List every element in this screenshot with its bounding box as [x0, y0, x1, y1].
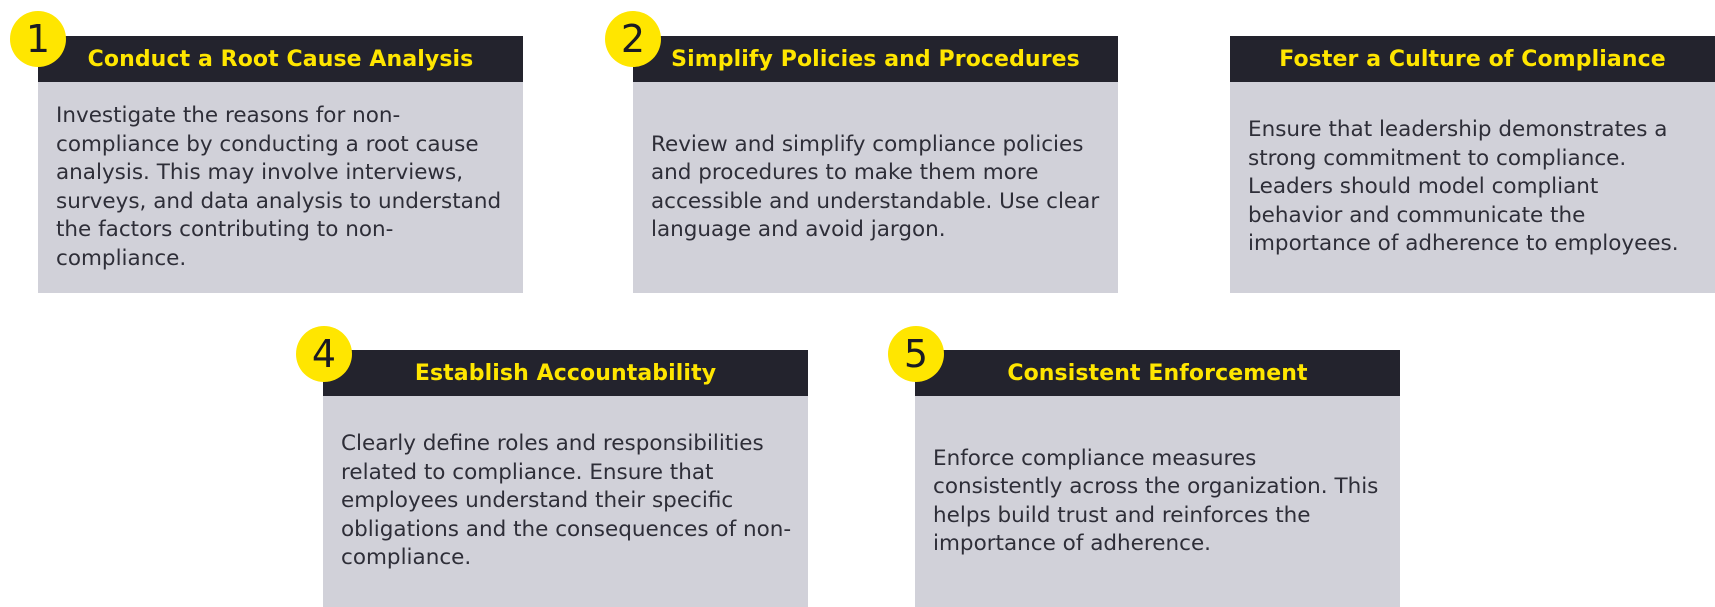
step-5-number-badge: 5 [888, 326, 944, 382]
step-4-title: Establish Accountability [323, 350, 808, 396]
step-4-text: Clearly define roles and responsibilitie… [341, 431, 792, 571]
step-2-card: Simplify Policies and Procedures Review … [633, 36, 1118, 293]
step-1-number-badge: 1 [10, 11, 66, 67]
step-5-body: Enforce compliance measures consistently… [915, 396, 1400, 607]
step-3-title: Foster a Culture of Compliance [1230, 36, 1715, 82]
step-5-text: Enforce compliance measures consistently… [933, 445, 1379, 557]
step-2-body: Review and simplify compliance policies … [633, 82, 1118, 293]
step-5-title: Consistent Enforcement [915, 350, 1400, 396]
step-3-body: Ensure that leadership demonstrates a st… [1230, 82, 1715, 293]
step-2-text: Review and simplify compliance policies … [651, 131, 1100, 243]
step-4-body: Clearly define roles and responsibilitie… [323, 396, 808, 607]
step-1-body: Investigate the reasons for non-complian… [38, 82, 523, 293]
step-4-number-badge: 4 [296, 326, 352, 382]
step-3-card: Foster a Culture of Compliance Ensure th… [1230, 36, 1715, 293]
step-5-card: Consistent Enforcement Enforce complianc… [915, 350, 1400, 607]
step-1-text: Investigate the reasons for non-complian… [56, 103, 502, 271]
step-4-card: Establish Accountability Clearly define … [323, 350, 808, 607]
step-2-title: Simplify Policies and Procedures [633, 36, 1118, 82]
step-2-number-badge: 2 [605, 11, 661, 67]
step-1-card: Conduct a Root Cause Analysis Investigat… [38, 36, 523, 293]
step-1-title: Conduct a Root Cause Analysis [38, 36, 523, 82]
step-3-text: Ensure that leadership demonstrates a st… [1248, 117, 1679, 257]
